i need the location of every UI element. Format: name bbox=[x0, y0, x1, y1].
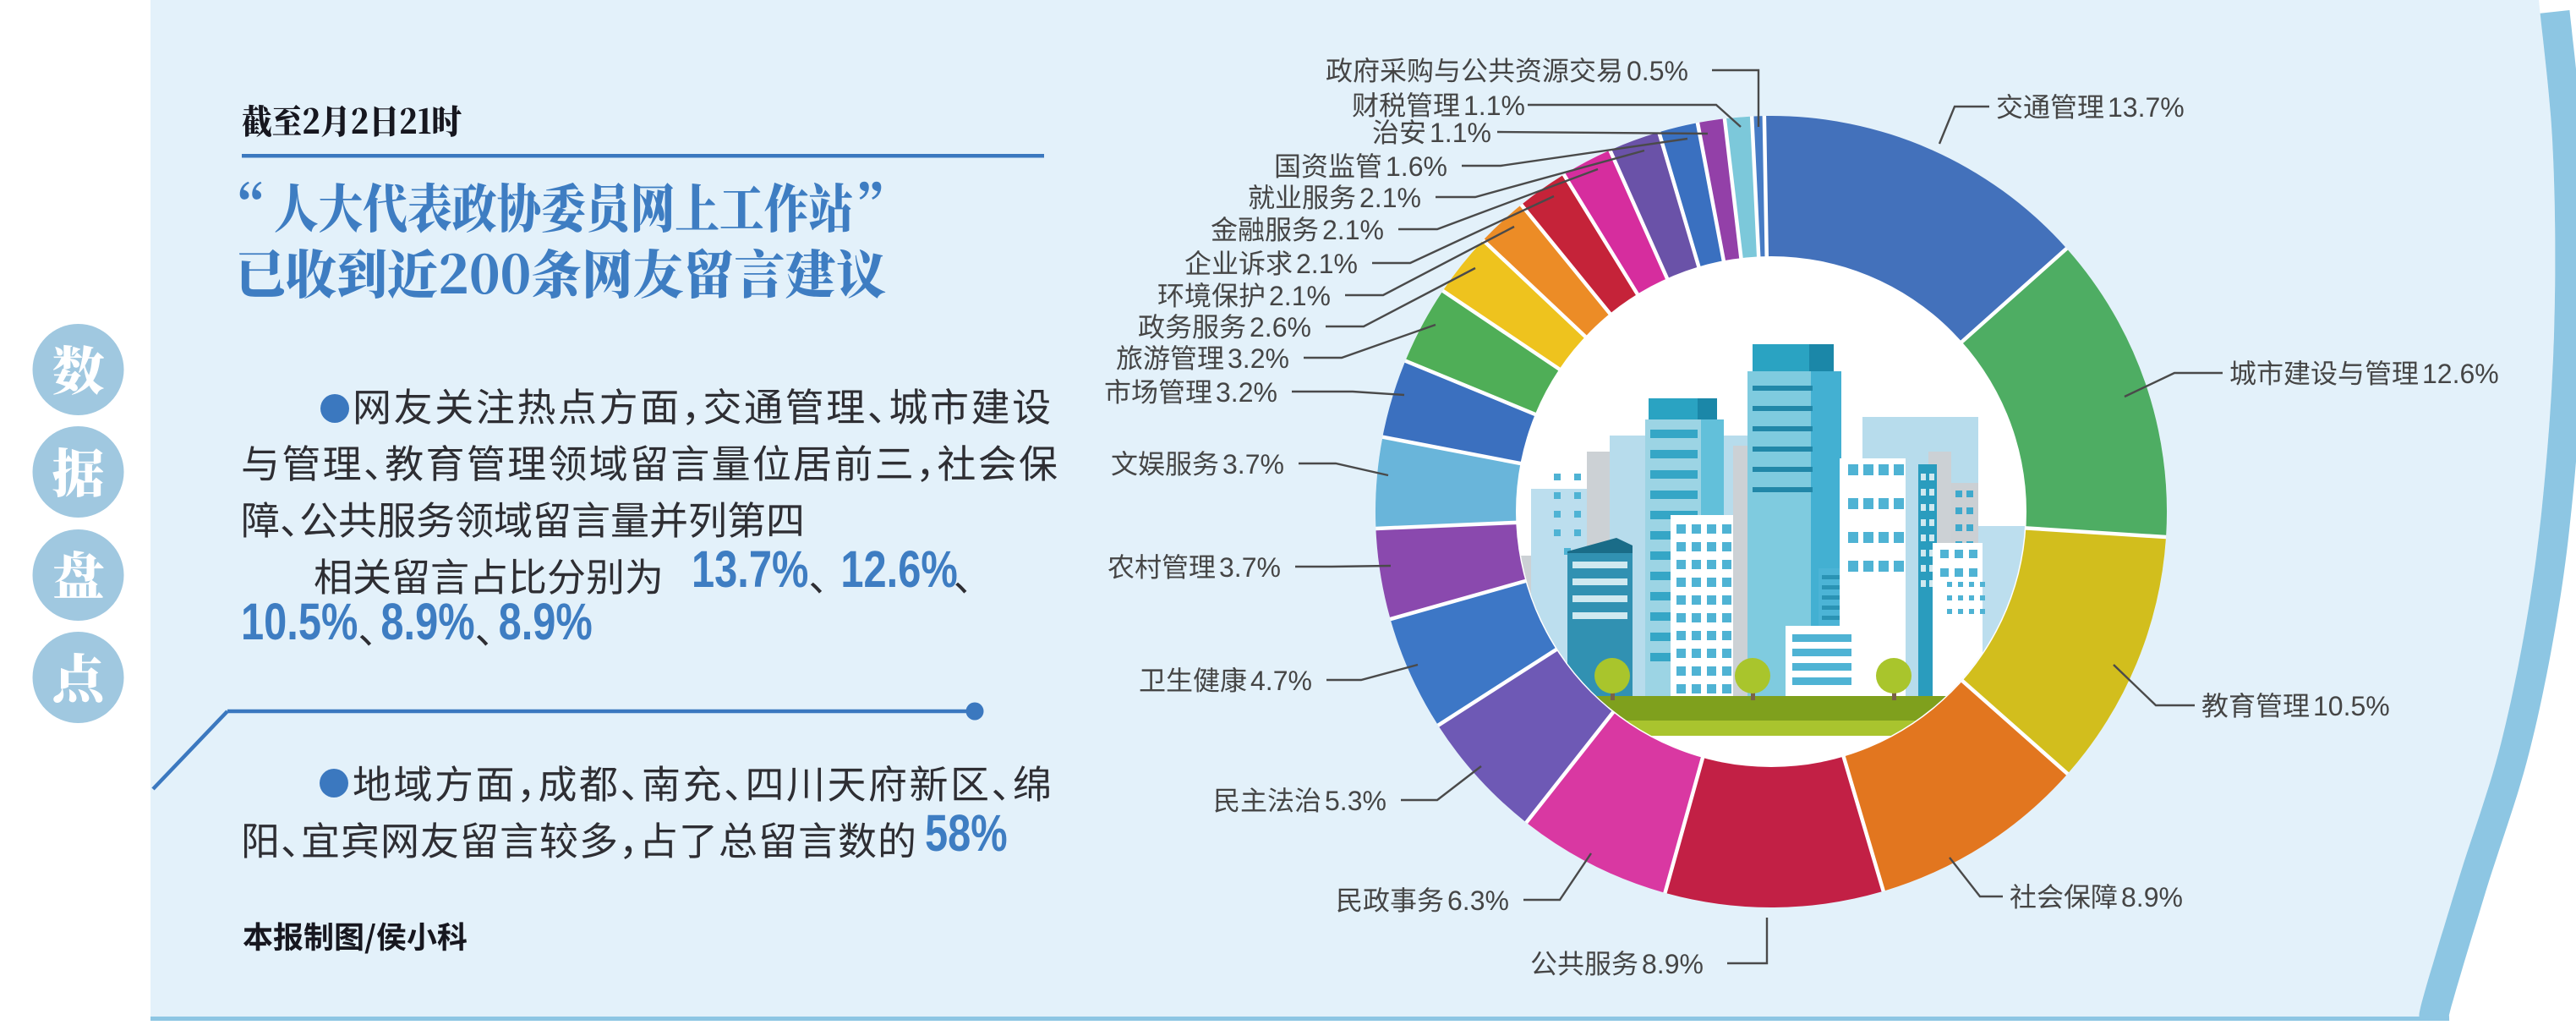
svg-text:3.7%: 3.7% bbox=[1219, 552, 1281, 583]
svg-text:8.9%: 8.9% bbox=[2121, 882, 2183, 913]
svg-text:1.6%: 1.6% bbox=[1386, 151, 1447, 182]
svg-text:5.3%: 5.3% bbox=[1325, 786, 1386, 816]
svg-text:8.9%: 8.9% bbox=[499, 593, 593, 650]
svg-text:6.3%: 6.3% bbox=[1447, 885, 1509, 916]
svg-text:8.9%: 8.9% bbox=[380, 593, 474, 650]
svg-text:3.2%: 3.2% bbox=[1216, 377, 1277, 408]
svg-text:10.5%: 10.5% bbox=[2313, 691, 2390, 721]
svg-text:2.1%: 2.1% bbox=[1322, 215, 1384, 245]
svg-text:12.6%: 12.6% bbox=[840, 540, 957, 598]
svg-text:8.9%: 8.9% bbox=[1642, 949, 1704, 979]
svg-text:13.7%: 13.7% bbox=[2108, 92, 2185, 123]
svg-text:2.1%: 2.1% bbox=[1269, 281, 1331, 311]
svg-text:3.7%: 3.7% bbox=[1222, 449, 1284, 480]
svg-text:1.1%: 1.1% bbox=[1463, 90, 1525, 121]
svg-text:1.1%: 1.1% bbox=[1430, 118, 1491, 148]
svg-text:2.6%: 2.6% bbox=[1250, 312, 1311, 343]
svg-text:10.5%: 10.5% bbox=[241, 593, 358, 650]
svg-text:13.7%: 13.7% bbox=[692, 540, 808, 598]
svg-text:2.1%: 2.1% bbox=[1296, 249, 1358, 279]
svg-text:58%: 58% bbox=[925, 804, 1008, 862]
svg-text:0.5%: 0.5% bbox=[1627, 56, 1688, 86]
svg-text:2.1%: 2.1% bbox=[1359, 183, 1421, 213]
svg-text:3.2%: 3.2% bbox=[1228, 343, 1289, 374]
svg-text:4.7%: 4.7% bbox=[1250, 666, 1312, 696]
svg-text:12.6%: 12.6% bbox=[2422, 359, 2499, 389]
